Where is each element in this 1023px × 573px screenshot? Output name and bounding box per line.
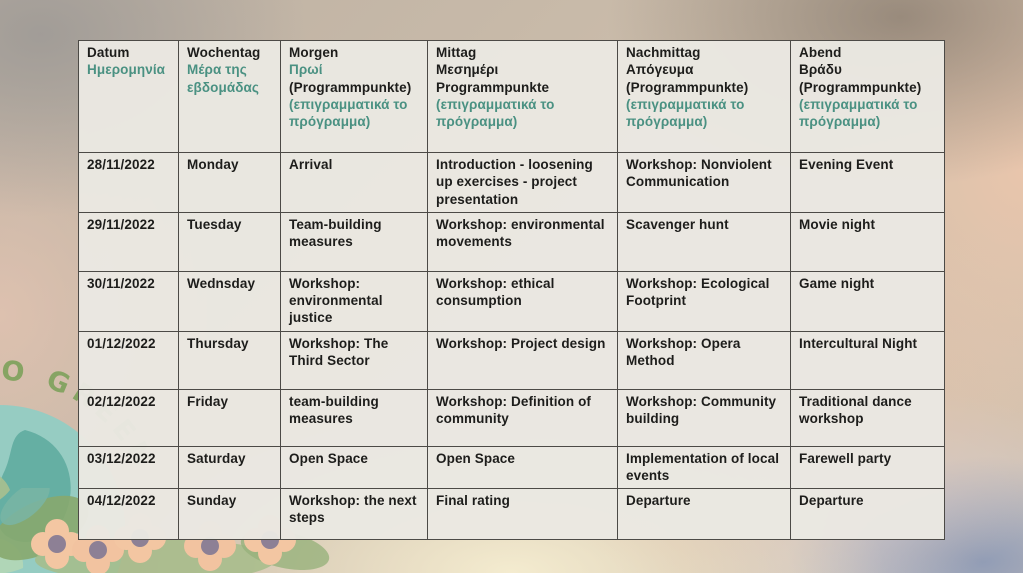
header-row: Datum Ημερομηνία Wochentag Μέρα της εβδο… [78, 40, 945, 153]
evening-cell: Farewell party [790, 445, 945, 490]
morning-cell: Team-building measures [280, 211, 428, 272]
header-morning-el: Πρωί [289, 62, 323, 78]
afternoon-cell: Workshop: Community building [617, 388, 791, 447]
table-row: 04/12/2022 Sunday Workshop: the next ste… [78, 488, 945, 541]
evening-cell: Game night [790, 270, 945, 332]
afternoon-cell: Departure [617, 488, 791, 541]
morning-cell: team-building measures [280, 388, 428, 447]
header-afternoon-el2: (επιγραμματικά το πρόγραμμα) [626, 96, 745, 130]
date-cell: 04/12/2022 [78, 488, 179, 541]
table-row: 01/12/2022 Thursday Workshop: The Third … [78, 330, 945, 390]
midday-cell: Workshop: Project design [427, 330, 618, 390]
header-midday-el: Μεσημέρι [436, 62, 499, 78]
header-weekday-el: Μέρα της εβδομάδας [187, 62, 260, 95]
header-date-de: Datum [87, 45, 130, 60]
globe-leaf-shape [0, 476, 10, 500]
header-evening-el: Βράδυ [799, 62, 842, 78]
header-weekday: Wochentag Μέρα της εβδομάδας [178, 40, 281, 153]
weekday-cell: Sunday [178, 488, 281, 541]
weekday-cell: Friday [178, 388, 281, 447]
weekday-cell: Thursday [178, 330, 281, 390]
morning-cell: Arrival [280, 152, 428, 213]
midday-cell: Workshop: environmental movements [427, 211, 618, 272]
flower-icon [184, 521, 236, 571]
table-row: 28/11/2022 Monday Arrival Introduction -… [78, 152, 945, 213]
flower-decoration [0, 488, 330, 573]
midday-cell: Final rating [427, 488, 618, 541]
date-cell: 01/12/2022 [78, 330, 179, 390]
header-afternoon-de: Nachmittag [626, 45, 701, 60]
evening-cell: Departure [790, 488, 945, 541]
date-cell: 29/11/2022 [78, 211, 179, 272]
morning-cell: Workshop: the next steps [280, 488, 428, 541]
header-midday-de2: Programmpunkte [436, 79, 550, 95]
afternoon-cell: Workshop: Nonviolent Communication [617, 152, 791, 213]
evening-cell: Intercultural Night [790, 330, 945, 390]
header-morning-de2: (Programmpunkte) [289, 79, 412, 95]
morning-cell: Workshop: environmental justice [280, 270, 428, 332]
morning-cell: Open Space [280, 445, 428, 490]
header-afternoon-el: Απόγευμα [626, 62, 694, 78]
midday-cell: Open Space [427, 445, 618, 490]
date-cell: 28/11/2022 [78, 152, 179, 213]
header-date: Datum Ημερομηνία [78, 40, 179, 153]
table-row: 29/11/2022 Tuesday Team-building measure… [78, 211, 945, 272]
header-evening: Abend Βράδυ (Programmpunkte) (επιγραμματ… [790, 40, 945, 153]
program-schedule-table: Datum Ημερομηνία Wochentag Μέρα της εβδο… [78, 40, 945, 541]
morning-cell: Workshop: The Third Sector [280, 330, 428, 390]
date-cell: 02/12/2022 [78, 388, 179, 447]
date-cell: 03/12/2022 [78, 445, 179, 490]
midday-cell: Workshop: ethical consumption [427, 270, 618, 332]
weekday-cell: Wednsday [178, 270, 281, 332]
header-midday-el2: (επιγραμματικά το πρόγραμμα) [436, 96, 555, 130]
header-weekday-de: Wochentag [187, 45, 261, 60]
header-morning: Morgen Πρωί (Programmpunkte) (επιγραμματ… [280, 40, 428, 153]
weekday-cell: Saturday [178, 445, 281, 490]
table-row: 30/11/2022 Wednsday Workshop: environmen… [78, 270, 945, 332]
afternoon-cell: Workshop: Opera Method [617, 330, 791, 390]
header-evening-de: Abend [799, 45, 842, 60]
afternoon-cell: Workshop: Ecological Footprint [617, 270, 791, 332]
evening-cell: Evening Event [790, 152, 945, 213]
header-midday: Mittag Μεσημέρι Programmpunkte (επιγραμμ… [427, 40, 618, 153]
table-row: 03/12/2022 Saturday Open Space Open Spac… [78, 445, 945, 490]
afternoon-cell: Scavenger hunt [617, 211, 791, 272]
evening-cell: Traditional dance workshop [790, 388, 945, 447]
evening-cell: Movie night [790, 211, 945, 272]
midday-cell: Introduction - loosening up exercises - … [427, 152, 618, 213]
midday-cell: Workshop: Definition of community [427, 388, 618, 447]
table-row: 02/12/2022 Friday team-building measures… [78, 388, 945, 447]
header-morning-de: Morgen [289, 45, 339, 60]
header-evening-el2: (επιγραμματικά το πρόγραμμα) [799, 96, 918, 130]
header-afternoon-de2: (Programmpunkte) [626, 79, 749, 95]
weekday-cell: Monday [178, 152, 281, 213]
weekday-cell: Tuesday [178, 211, 281, 272]
date-cell: 30/11/2022 [78, 270, 179, 332]
header-afternoon: Nachmittag Απόγευμα (Programmpunkte) (επ… [617, 40, 791, 153]
header-midday-de: Mittag [436, 45, 477, 60]
afternoon-cell: Implementation of local events [617, 445, 791, 490]
header-morning-el2: (επιγραμματικά το πρόγραμμα) [289, 96, 408, 130]
header-evening-de2: (Programmpunkte) [799, 79, 922, 95]
header-date-el: Ημερομηνία [87, 62, 166, 78]
